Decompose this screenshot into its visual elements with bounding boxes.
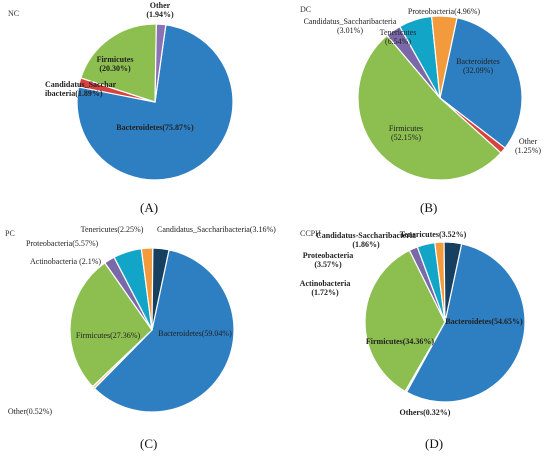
slice-label-firmicutes: Firmicutes(27.36%) [76,331,141,340]
pie-slice-bacteroidetes [93,249,235,413]
panel-tag: NC [8,9,19,18]
slice-label-candidatus-saccharibacteria: Candidatus_Sacchar ibacteria(1.89%) [45,80,117,98]
slice-label-other: Other (1.94%) [146,1,174,19]
slice-label-actinobacteria: Actinobacteria (1.72%) [300,279,351,297]
slice-label-candidatus-saccharibacteria: Candidatus_Saccharibacteria (3.01%) [304,17,397,35]
slice-label-firmicutes: Firmicutes (20.30%) [97,55,134,73]
slice-label-bacteroidetes: Bacteroidetes(54.65%) [445,317,523,326]
slice-label-proteobacteria: Proteobacteria(4.96%) [408,7,481,16]
slice-label-candidatus-saccharibacteria: Candidatus-Saccharibacteria (1.86%) [316,231,416,249]
pie-slice-firmicutes [80,23,157,103]
slice-label-bacteroidetes: Bacteroidetes (32.09%) [456,57,500,75]
slice-label-proteobacteria: Proteobacteria(5.57%) [26,239,99,248]
panel-tag: PC [5,229,15,238]
slice-label-other: Other (1.25%) [515,137,541,155]
slice-label-tenericutes: Tenericutes(2.25%) [81,225,144,234]
pie-slice-firmicutes [357,34,502,181]
pie-slice-firmicutes [69,262,153,388]
slice-label-firmicutes: Firmicutes(34.36%) [366,337,435,346]
panel-caption: (A) [140,200,158,215]
slice-label-tenericutes: Tenericutes(3.52%) [400,230,467,239]
panel-tag: CCPH [300,229,321,238]
panel-tag: DC [300,5,311,14]
slice-label-candidatus-saccharibacteria: Candidatus_Saccharibacteria(3.16%) [157,225,276,234]
pie-chart-pc: Bacteroidetes(59.04%) Other(0.52%) Firmicu… [5,225,276,451]
pie-slice-bacteroidetes [439,17,523,149]
pie-chart-dc: Bacteroidetes (32.09%) Other (1.25%) Firmicu… [300,5,541,215]
slice-label-tenericutes: Tenericutes (6.54%) [380,28,417,46]
pie-slice-firmicutes [364,249,446,393]
pie-chart-ccph: Bacteroidetes(54.65%) Others(0.32%) Firmic… [300,229,526,451]
slice-label-firmicutes: Firmicutes (52.15%) [389,124,423,142]
slice-label-actinobacteria: Actinobacteria (2.1%) [30,257,101,266]
slice-label-bacteroidetes: Bacteroidetes(59.04%) [158,329,232,338]
panel-caption: (B) [420,200,437,215]
slice-label-proteobacteria: Proteobacteria (3.57%) [303,251,354,269]
panel-caption: (D) [425,436,443,451]
pie-slice-proteobacteria [430,15,458,99]
pie-chart-nc: Bacteroidetes(75.87%) Candidatus_Sacchar i… [8,1,234,215]
panel-caption: (C) [140,436,157,451]
pie-slice-other [154,23,167,103]
pie-slice-bacteroidetes [405,243,526,403]
slice-label-other: Other(0.52%) [8,407,53,416]
pie-slice-candidatus-saccharibacteria [151,247,170,331]
slice-label-others: Others(0.32%) [400,408,451,417]
slice-label-bacteroidetes: Bacteroidetes(75.87%) [116,123,194,132]
pie-slice-tenericutes [443,241,463,323]
